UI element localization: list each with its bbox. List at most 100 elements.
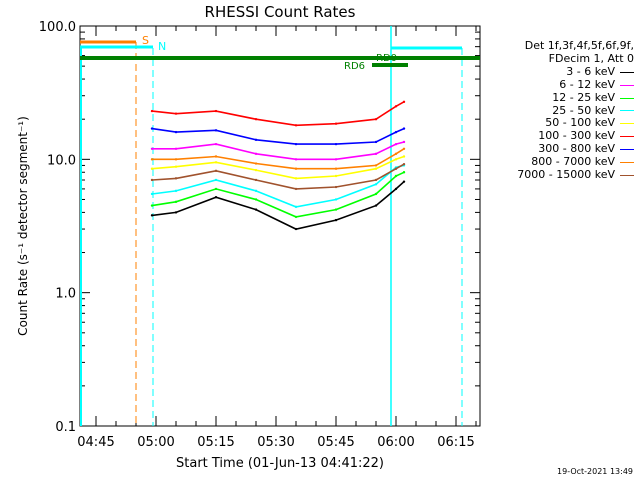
legend-header-decim: FDecim 1, Att 0 [548, 51, 634, 65]
rd6-label: RD6 [344, 61, 365, 72]
legend-entry-label: 25 - 50 keV [552, 103, 615, 117]
legend-entry-label: 3 - 6 keV [566, 64, 615, 78]
y-axis-label: Count Rate (s⁻¹ detector segment⁻¹) [16, 116, 30, 336]
legend-entries: 3 - 6 keV 6 - 12 keV 12 - 25 keV 25 - 50 ke… [478, 64, 634, 182]
data-point [150, 127, 154, 130]
data-point [334, 185, 338, 189]
data-point [254, 138, 258, 142]
data-point [214, 178, 218, 182]
legend-entry: 6 - 12 keV [478, 78, 634, 92]
data-point [394, 158, 398, 161]
data-point [214, 129, 218, 132]
saa-label: S [142, 34, 149, 47]
legend-swatch [620, 162, 634, 164]
data-point [374, 178, 378, 182]
data-point [374, 204, 378, 207]
data-point [214, 169, 218, 173]
legend-entry-label: 7000 - 15000 keV [517, 168, 615, 182]
legend-entry-label: 800 - 7000 keV [531, 155, 615, 169]
data-point [174, 177, 178, 180]
data-point [150, 192, 154, 196]
data-point [402, 140, 406, 144]
data-point [214, 109, 218, 113]
legend-entry: 300 - 800 keV [478, 142, 634, 156]
data-point [334, 198, 338, 201]
legend-header-detectors: Det 1f,3f,4f,5f,6f,9f, [524, 39, 634, 52]
legend-entry: 100 - 300 keV [478, 129, 634, 143]
data-point [374, 183, 378, 186]
data-point [174, 147, 178, 150]
data-point [394, 152, 398, 156]
legend-swatch [620, 84, 634, 86]
data-point [402, 127, 406, 130]
data-point [150, 109, 154, 113]
data-point [402, 100, 406, 104]
data-point [334, 142, 338, 146]
y-axis: 0.1 1.0 10.0 100.0 [39, 20, 480, 435]
data-point [150, 158, 154, 161]
series-line [151, 163, 405, 190]
data-point [294, 227, 298, 231]
data-point [294, 205, 298, 209]
legend-entry-label: 50 - 100 keV [545, 116, 615, 130]
data-point [402, 171, 406, 174]
data-point [394, 105, 398, 108]
legend-entry-label: 12 - 25 keV [552, 90, 615, 104]
y-tick-label: 10.0 [47, 153, 76, 168]
legend-swatch [620, 149, 634, 151]
data-point [294, 215, 298, 219]
data-point [254, 168, 258, 172]
y-tick-label: 100.0 [39, 20, 76, 35]
data-point [254, 117, 258, 121]
x-tick-label: 05:45 [317, 435, 354, 450]
series-line [151, 101, 405, 127]
data-point [174, 189, 178, 193]
legend-swatch [620, 175, 634, 177]
data-point [150, 178, 154, 182]
data-point [294, 158, 298, 161]
data-point [394, 167, 398, 170]
night-label: N [158, 40, 166, 53]
legend-entry: 3 - 6 keV [478, 64, 634, 79]
data-point [374, 140, 378, 144]
data-point [402, 155, 406, 158]
legend-entry: 25 - 50 keV [478, 103, 634, 118]
legend-swatch [620, 123, 634, 125]
data-point [334, 122, 338, 125]
data-point [294, 142, 298, 146]
x-axis-label: Start Time (01-Jun-13 04:41:22) [176, 456, 384, 471]
data-point [174, 158, 178, 161]
series-line [151, 164, 405, 208]
data-point [334, 158, 338, 161]
data-point [254, 162, 258, 165]
data-point [150, 204, 154, 207]
series-line [151, 171, 405, 218]
chart-title: RHESSI Count Rates [205, 3, 356, 21]
data-point [374, 152, 378, 156]
legend-entry-label: 300 - 800 keV [538, 142, 615, 156]
rd0-label: RD0 [376, 53, 397, 64]
x-tick-label: 06:00 [377, 435, 414, 450]
data-point [214, 142, 218, 146]
y-tick-label: 1.0 [55, 287, 76, 302]
data-point [254, 189, 258, 193]
data-point [374, 192, 378, 196]
data-point [174, 211, 178, 214]
legend-swatch [620, 71, 634, 73]
data-point [150, 214, 154, 217]
data-point [150, 147, 154, 150]
rd6-bar [372, 63, 408, 67]
legend-swatch [620, 136, 634, 138]
x-tick-label: 05:15 [197, 435, 234, 450]
data-point [402, 147, 406, 150]
data-point [214, 187, 218, 191]
attenuator-state-markers: S N RD0 RD6 [80, 26, 480, 426]
generation-timestamp: 19-Oct-2021 13:49 [557, 467, 633, 476]
data-point [174, 112, 178, 115]
y-tick-label: 0.1 [55, 420, 76, 435]
data-point [214, 155, 218, 158]
plot-area [79, 25, 481, 427]
data-point [174, 165, 178, 168]
x-tick-label: 04:45 [77, 435, 114, 450]
